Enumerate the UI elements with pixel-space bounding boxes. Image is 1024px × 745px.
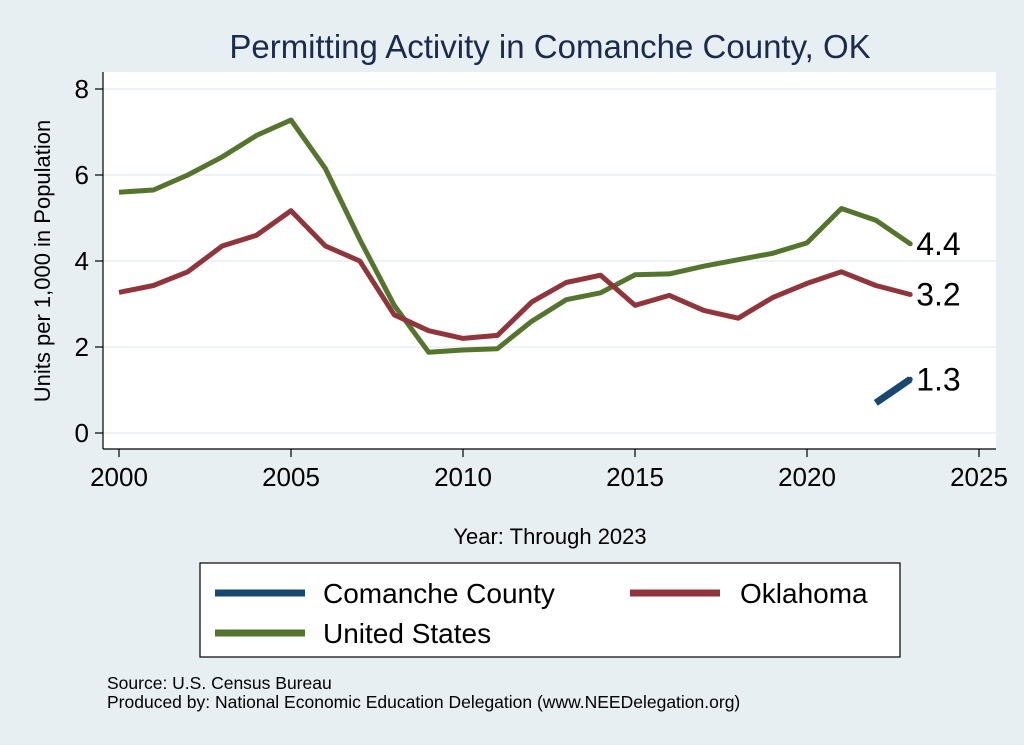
x-axis-title: Year: Through 2023 (453, 524, 646, 549)
end-point-oklahoma (907, 292, 913, 298)
end-labels: 4.4 3.2 1.3 (916, 226, 960, 397)
series-line-comanche (873, 376, 913, 406)
legend: Comanche County Oklahoma United States (199, 562, 901, 658)
end-point-comanche (907, 376, 913, 382)
y-tick-label-0: 0 (75, 418, 89, 448)
y-axis-title: Units per 1,000 in Population (30, 120, 55, 403)
end-point-us (907, 241, 913, 247)
end-label-oklahoma: 3.2 (916, 277, 960, 313)
axes: 0 2 4 6 8 2000 2005 2010 2015 2020 2025 (75, 72, 1008, 492)
series-lines (118, 117, 913, 406)
series-line-oklahoma (118, 208, 911, 341)
series-line-us (118, 117, 912, 355)
x-tick-label-2005: 2005 (262, 462, 320, 492)
end-label-comanche: 1.3 (916, 361, 960, 397)
y-tick-label-4: 4 (75, 246, 89, 276)
y-tick-label-6: 6 (75, 160, 89, 190)
produced-by-note: Produced by: National Economic Education… (107, 692, 740, 712)
legend-box (199, 562, 901, 658)
legend-label-oklahoma: Oklahoma (740, 578, 868, 609)
x-tick-label-2020: 2020 (778, 462, 836, 492)
gridlines (103, 88, 996, 434)
y-tick-label-8: 8 (75, 74, 89, 104)
x-tick-label-2025: 2025 (950, 462, 1008, 492)
x-tick-label-2015: 2015 (606, 462, 664, 492)
chart-title: Permitting Activity in Comanche County, … (229, 28, 870, 65)
y-tick-label-2: 2 (75, 332, 89, 362)
legend-label-comanche: Comanche County (323, 578, 555, 609)
source-note: Source: U.S. Census Bureau (107, 673, 332, 693)
end-label-us: 4.4 (916, 226, 960, 262)
x-tick-label-2000: 2000 (90, 462, 148, 492)
legend-label-us: United States (323, 618, 491, 649)
x-tick-label-2010: 2010 (434, 462, 492, 492)
